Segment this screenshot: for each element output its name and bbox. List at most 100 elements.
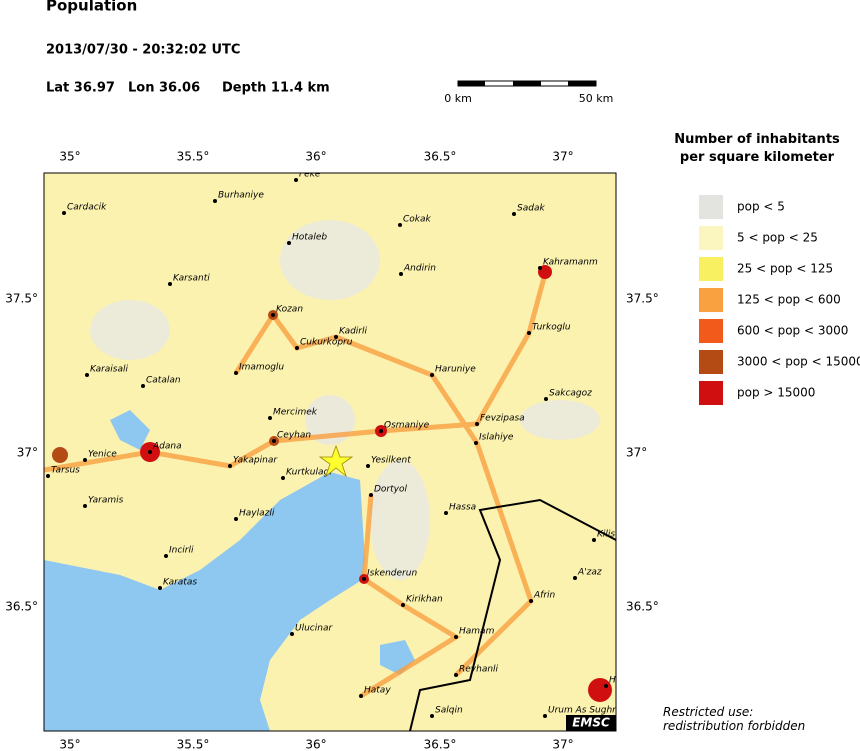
epicenter bbox=[318, 444, 354, 478]
legend-label: 3000 < pop < 15000 bbox=[737, 355, 860, 369]
lat-tick-label: 37.5° bbox=[5, 292, 38, 306]
city-label: Kilis bbox=[597, 530, 615, 540]
lon-tick-label: 37° bbox=[552, 150, 573, 164]
city-dot bbox=[401, 603, 405, 607]
city-dot bbox=[281, 476, 285, 480]
legend-swatch bbox=[699, 381, 723, 405]
city-dot bbox=[46, 474, 50, 478]
city-label: Sakcagoz bbox=[549, 389, 592, 399]
city-dot bbox=[295, 346, 299, 350]
city-label: Turkoglu bbox=[532, 323, 571, 333]
lon-tick-label: 35.5° bbox=[177, 150, 210, 164]
legend-label: 5 < pop < 25 bbox=[737, 231, 818, 245]
lon-tick-label: 35° bbox=[59, 738, 80, 751]
legend-swatch bbox=[699, 257, 723, 281]
city-dot bbox=[359, 694, 363, 698]
lon-tick-label: 36.5° bbox=[424, 738, 457, 751]
city-label: Catalan bbox=[146, 376, 181, 386]
credit: EMSC bbox=[572, 716, 610, 730]
city-dot bbox=[398, 223, 402, 227]
city-dot bbox=[287, 241, 291, 245]
city-dot bbox=[444, 511, 448, 515]
city-label: Cokak bbox=[403, 215, 432, 225]
city-dot bbox=[592, 538, 596, 542]
city-dot bbox=[158, 586, 162, 590]
city-label: Yakapinar bbox=[233, 456, 278, 466]
city-dot bbox=[475, 422, 479, 426]
title: Population bbox=[46, 0, 137, 15]
city-label: Hamam bbox=[459, 627, 495, 637]
city-dot bbox=[573, 576, 577, 580]
ticks: 35° 35° 35.5° 35.5° 36° 36° 36.5° 36.5° 37° 37° 37… bbox=[5, 150, 658, 751]
city-label: Reyhanli bbox=[459, 665, 499, 675]
city-label: Burhaniye bbox=[218, 191, 264, 201]
lon-tick-label: 35.5° bbox=[177, 738, 210, 751]
city-label: Sadak bbox=[517, 204, 545, 214]
legend-swatch bbox=[699, 195, 723, 219]
city-label: Ulucinar bbox=[295, 624, 333, 634]
city-label: Yenice bbox=[88, 450, 117, 460]
lat-tick-label: 36.5° bbox=[626, 600, 659, 614]
legend-swatch bbox=[699, 226, 723, 250]
city-label: Kirikhan bbox=[406, 595, 443, 605]
city-label: Karsanti bbox=[173, 274, 210, 284]
city-label: Islahiye bbox=[479, 433, 514, 443]
city-label: Feke bbox=[299, 170, 321, 180]
depth: Depth 11.4 km bbox=[222, 81, 330, 96]
lon-tick-label: 36.5° bbox=[424, 150, 457, 164]
city-dot bbox=[83, 458, 87, 462]
city-label: Kahramanm bbox=[543, 258, 598, 268]
city-label: Dortyol bbox=[374, 485, 407, 495]
city-dot bbox=[213, 199, 217, 203]
city-dot bbox=[527, 331, 531, 335]
city-dot bbox=[272, 439, 276, 443]
city-dot bbox=[474, 441, 478, 445]
city-label: Kozan bbox=[276, 305, 303, 315]
city-dot bbox=[544, 397, 548, 401]
lat-tick-label: 37° bbox=[626, 446, 647, 460]
city-dot bbox=[148, 450, 152, 454]
city-label: Yesilkent bbox=[371, 456, 411, 466]
city-dot bbox=[543, 714, 547, 718]
city-dot bbox=[164, 554, 168, 558]
city-dot bbox=[62, 211, 66, 215]
scale-start: 0 km bbox=[444, 92, 472, 105]
city-dot bbox=[379, 429, 383, 433]
datetime: 2013/07/30 - 20:32:02 UTC bbox=[46, 43, 240, 58]
city-dot bbox=[334, 335, 338, 339]
lon-tick-label: 36° bbox=[305, 738, 326, 751]
legend-label: 125 < pop < 600 bbox=[737, 293, 841, 307]
city-label: Karatas bbox=[163, 578, 197, 588]
city-label: Tarsus bbox=[51, 466, 80, 476]
city-label: Fevzipasa bbox=[480, 414, 525, 424]
legend-title: Number of inhabitants per square kilomete… bbox=[674, 132, 840, 165]
city-label: Haylazli bbox=[239, 509, 275, 519]
city-dot bbox=[168, 282, 172, 286]
city-dot bbox=[268, 416, 272, 420]
map-body: Feke Cardacik Burhaniye Cokak Sadak Hotaleb An… bbox=[44, 170, 616, 731]
city-label: Afrin bbox=[533, 591, 556, 601]
city-label: Iskenderun bbox=[367, 569, 417, 579]
city-dot bbox=[234, 371, 238, 375]
city-label: Karaisali bbox=[90, 365, 129, 375]
city-label: H bbox=[609, 676, 616, 686]
city-dot bbox=[454, 635, 458, 639]
legend-swatch bbox=[699, 288, 723, 312]
city-label: Yaramis bbox=[88, 496, 124, 506]
city-label: Ceyhan bbox=[277, 431, 311, 441]
city-dot bbox=[604, 684, 608, 688]
city-label: Incirli bbox=[169, 546, 194, 556]
legend-label: pop > 15000 bbox=[737, 386, 815, 400]
city-label: Imamoglu bbox=[239, 363, 284, 373]
city-dot bbox=[538, 266, 542, 270]
lat: Lat 36.97 bbox=[46, 81, 115, 96]
city-label: Cukurkopru bbox=[300, 338, 353, 348]
city-dot bbox=[399, 272, 403, 276]
city-label: Hassa bbox=[449, 503, 476, 513]
legend-label: 600 < pop < 3000 bbox=[737, 324, 848, 338]
city-label: Osmaniye bbox=[384, 421, 430, 431]
city-label: Adana bbox=[152, 442, 182, 452]
